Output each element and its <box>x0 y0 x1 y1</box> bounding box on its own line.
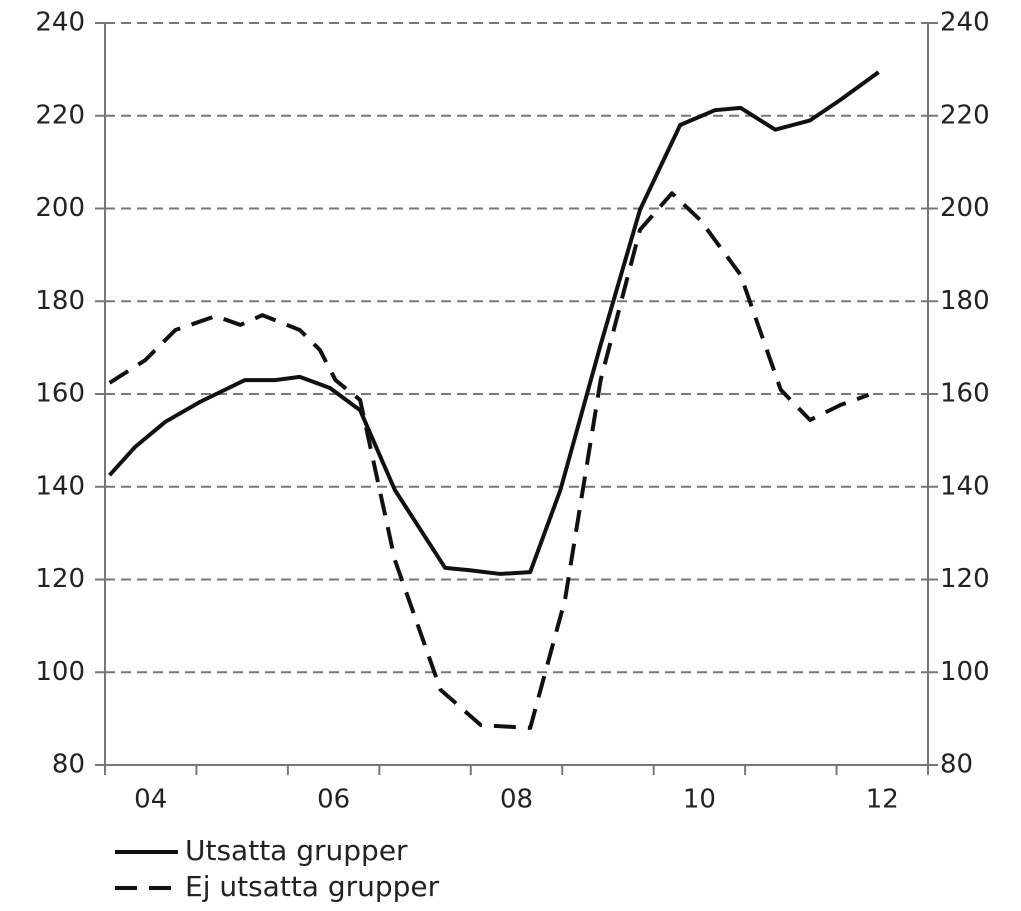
y-tick-label: 200 <box>35 193 85 223</box>
y2-tick-label: 140 <box>940 471 990 501</box>
y-tick-label: 240 <box>35 8 85 38</box>
y-tick-label: 220 <box>35 100 85 130</box>
y2-tick-label: 120 <box>940 564 990 594</box>
y2-tick-label: 240 <box>940 8 990 38</box>
y2-tick-label: 180 <box>940 286 990 316</box>
y2-tick-label: 220 <box>940 100 990 130</box>
data-line <box>108 191 870 730</box>
x-tick-label: 08 <box>500 785 533 815</box>
y2-tick-label: 80 <box>940 750 973 780</box>
x-tick-label: 10 <box>683 785 716 815</box>
x-tick-label: 06 <box>317 785 350 815</box>
y-tick-label: 100 <box>35 657 85 687</box>
y-tick-label: 80 <box>52 750 85 780</box>
y-tick-label: 160 <box>35 379 85 409</box>
y-tick-label: 180 <box>35 286 85 316</box>
legend-label: Utsatta grupper <box>185 834 408 867</box>
y2-tick-label: 160 <box>940 379 990 409</box>
x-tick-label: 04 <box>134 785 167 815</box>
y2-tick-label: 100 <box>940 657 990 687</box>
y2-tick-label: 200 <box>940 193 990 223</box>
y-tick-label: 120 <box>35 564 85 594</box>
legend-label: Ej utsatta grupper <box>185 870 440 903</box>
x-tick-label: 12 <box>866 785 899 815</box>
y-tick-label: 140 <box>35 471 85 501</box>
data-line <box>108 70 880 576</box>
